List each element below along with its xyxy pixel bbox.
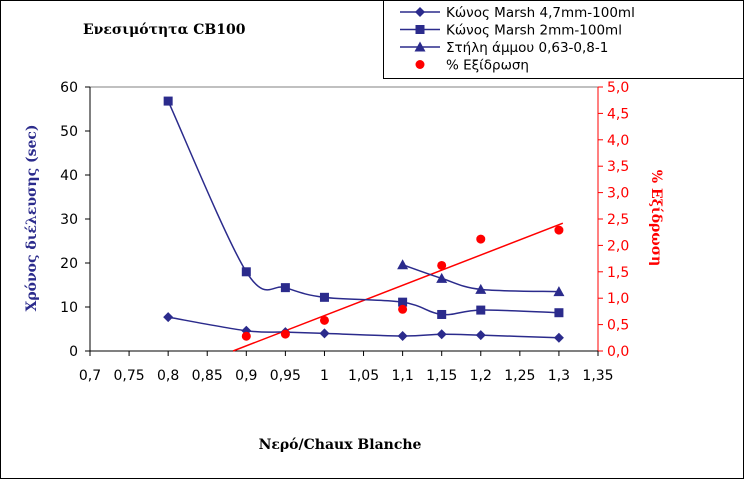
series-3: [397, 259, 565, 297]
x-axis: 0,7 0,75 0,8 0,85 0,9 0,95 1 1,05 1,1 1,15 1,2 1,25…: [79, 350, 614, 384]
y-tick-label: 10: [60, 300, 78, 316]
x-tick-label: 0,95: [270, 368, 301, 384]
data-point: [280, 329, 290, 339]
y2-tick-label: 2,5: [607, 212, 629, 228]
series-2: [163, 96, 564, 319]
y-tick-label: 20: [60, 256, 78, 272]
x-axis-label: Νερό/Chaux Blanche: [259, 437, 422, 453]
y2-axis-label: % Εξίδρωση: [648, 170, 665, 266]
data-point: [397, 331, 408, 342]
x-tick-label: 0,75: [113, 368, 144, 384]
legend-entry: Κώνος Marsh 2mm-100ml: [400, 23, 622, 39]
legend-marker: [415, 60, 425, 69]
y-tick-label: 60: [60, 80, 78, 96]
y-tick-label: 0: [69, 344, 78, 360]
data-point: [553, 332, 564, 343]
data-point: [475, 330, 486, 341]
x-tick-label: 1: [320, 368, 329, 384]
data-point: [398, 304, 408, 314]
x-tick-label: 1,35: [582, 368, 613, 384]
data-point: [554, 225, 564, 235]
y2-tick-label: 0,5: [607, 318, 629, 334]
data-point: [554, 308, 564, 318]
y2-tick-label: 3,0: [607, 186, 629, 202]
data-point: [241, 331, 251, 341]
y2-tick-label: 4,0: [607, 133, 629, 149]
x-tick-label: 1,3: [548, 368, 570, 384]
y2-tick-label: 3,5: [607, 159, 629, 175]
data-point: [437, 260, 447, 270]
y2-tick-label: 1,5: [607, 265, 629, 281]
data-point: [476, 305, 486, 315]
y-tick-label: 50: [60, 124, 78, 140]
data-point: [319, 315, 329, 325]
series-4: [241, 225, 564, 341]
data-point: [397, 259, 409, 270]
legend: Κώνος Marsh 4,7mm-100ml Κώνος Marsh 2mm-1…: [383, 0, 744, 79]
y2-tick-label: 4,5: [607, 106, 629, 122]
x-tick-label: 1,1: [391, 368, 413, 384]
legend-entry: % Εξίδρωση: [415, 58, 529, 74]
legend-box: [383, 0, 744, 79]
data-point: [475, 283, 487, 294]
data-point: [319, 328, 330, 339]
x-tick-label: 0,85: [192, 368, 223, 384]
data-point: [436, 329, 447, 340]
data-point: [553, 286, 565, 297]
legend-label: Κώνος Marsh 4,7mm-100ml: [446, 5, 635, 21]
legend-entry: Κώνος Marsh 4,7mm-100ml: [400, 5, 635, 21]
y-axis-label: Χρόνος διέλευσης (sec): [24, 124, 40, 311]
legend-marker: [414, 41, 426, 52]
x-tick-label: 1,05: [348, 368, 379, 384]
data-point: [280, 283, 290, 293]
data-point: [163, 96, 173, 106]
right-axis: 0,0 0,5 1,0 1,5 2,0 2,5 3,0 3,5 4,0 4,5 5,0: [597, 80, 629, 360]
y2-tick-label: 5,0: [607, 80, 629, 96]
legend-marker: [415, 25, 425, 34]
x-tick-label: 0,9: [235, 368, 257, 384]
data-point: [319, 292, 329, 302]
legend-entry: Στήλη άμμου 0,63-0,8-1: [400, 40, 608, 56]
series-layer: [163, 96, 565, 343]
x-tick-label: 0,8: [157, 368, 179, 384]
x-tick-label: 1,15: [426, 368, 457, 384]
y2-tick-label: 1,0: [607, 291, 629, 307]
data-point: [476, 234, 486, 244]
x-tick-label: 1,2: [470, 368, 492, 384]
legend-label: Στήλη άμμου 0,63-0,8-1: [446, 40, 608, 56]
x-tick-label: 0,7: [79, 368, 101, 384]
y-tick-label: 40: [60, 168, 78, 184]
legend-marker: [415, 7, 425, 17]
legend-label: % Εξίδρωση: [446, 58, 529, 74]
chart-title: Ενεσιμότητα CB100: [83, 22, 246, 38]
y-tick-label: 30: [60, 212, 78, 228]
y2-tick-label: 0,0: [607, 344, 629, 360]
x-tick-label: 1,25: [504, 368, 535, 384]
data-point: [241, 267, 251, 277]
legend-label: Κώνος Marsh 2mm-100ml: [446, 23, 622, 39]
data-point: [437, 309, 447, 319]
left-axis: 0 10 20 30 40 50 60: [60, 80, 91, 360]
data-point: [163, 312, 174, 323]
data-point: [398, 297, 408, 307]
series-line: [167, 100, 559, 316]
y2-tick-label: 2,0: [607, 238, 629, 254]
series-line: [402, 264, 559, 293]
data-point: [436, 272, 448, 283]
